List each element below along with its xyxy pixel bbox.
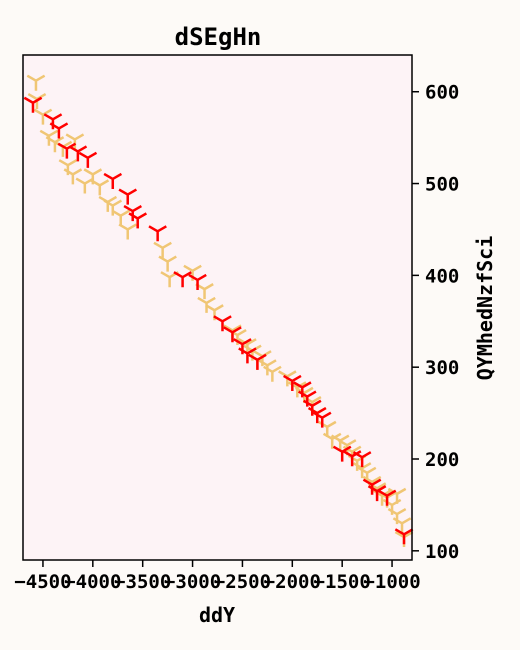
x-tick-label-3: −3000 <box>164 571 221 593</box>
data-point-s1-p12 <box>188 273 207 290</box>
data-point-s0-p4 <box>45 136 65 153</box>
data-point-s1-p13 <box>213 315 232 332</box>
data-point-s1-p27 <box>362 478 382 495</box>
data-point-s1-p11 <box>173 271 192 288</box>
y-tick-label-5: 600 <box>425 82 459 104</box>
data-point-s1-p7 <box>118 188 138 205</box>
x-tick-label-7: −1000 <box>363 571 420 593</box>
data-point-s1-p18 <box>283 374 302 391</box>
x-tick-label-5: −2000 <box>264 571 321 593</box>
data-point-s1-p28 <box>367 485 387 502</box>
x-tick-label-1: −4000 <box>64 571 121 593</box>
data-point-s1-p0 <box>23 96 43 113</box>
x-tick-label-0: −4500 <box>14 571 71 593</box>
data-point-s0-p2 <box>33 108 53 125</box>
data-point-s1-p29 <box>377 489 397 506</box>
data-points <box>23 74 414 548</box>
y-tick-label-0: 100 <box>425 541 459 563</box>
data-point-s1-p26 <box>352 451 372 468</box>
x-axis-label: ddY <box>199 603 235 627</box>
y-axis: 100 200 300 400 500 600 <box>412 82 459 563</box>
y-tick-label-4: 500 <box>425 174 459 196</box>
data-point-s1-p24 <box>332 445 352 462</box>
plot-frame <box>22 54 413 561</box>
x-tick-label-4: −2500 <box>214 571 271 593</box>
data-point-s1-p2 <box>49 122 69 139</box>
data-point-s1-p30 <box>394 528 414 545</box>
data-point-s1-p14 <box>223 326 242 343</box>
data-point-s0-p15 <box>118 223 138 240</box>
data-point-s0-p11 <box>90 179 110 196</box>
data-point-s1-p4 <box>68 145 88 162</box>
data-point-s0-p52 <box>392 517 412 534</box>
y-tick-label-1: 200 <box>425 449 459 471</box>
data-point-s1-p17 <box>248 353 267 370</box>
data-point-s1-p10 <box>148 225 167 242</box>
data-point-s0-p31 <box>263 365 282 382</box>
data-point-s1-p16 <box>238 347 257 364</box>
data-point-s1-p6 <box>103 172 123 189</box>
chart-title: dSEgHn <box>175 23 262 51</box>
y-axis-label: QYMhedNzfSci <box>473 236 497 381</box>
data-point-s0-p18 <box>158 255 177 272</box>
x-tick-label-6: −1500 <box>314 571 371 593</box>
x-tick-label-2: −3500 <box>114 571 171 593</box>
data-point-s0-p17 <box>153 241 172 258</box>
y-tick-label-3: 400 <box>425 265 459 287</box>
data-point-s1-p5 <box>78 151 98 168</box>
y-tick-label-2: 300 <box>425 357 459 379</box>
data-point-s1-p9 <box>128 212 147 229</box>
x-axis: −4500−4000−3500−3000−2500−2000−1500−1000 <box>14 560 421 593</box>
data-point-s1-p23 <box>312 411 332 428</box>
data-point-s0-p30 <box>258 359 277 376</box>
data-point-s0-p0 <box>26 74 46 91</box>
data-point-s0-p7 <box>63 168 83 185</box>
